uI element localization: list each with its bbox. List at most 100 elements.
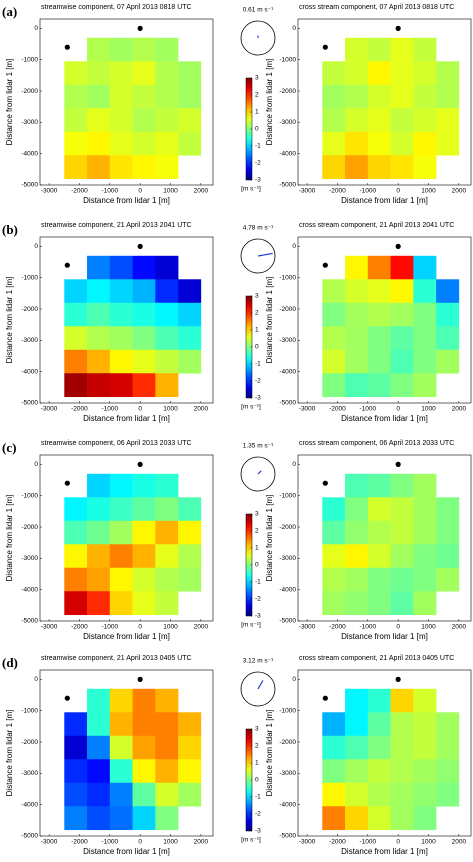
heatmap-cell — [436, 712, 460, 737]
heatmap-cell — [322, 591, 346, 616]
heatmap-cell — [132, 373, 156, 398]
lidar-point — [395, 25, 401, 31]
heatmap-cell — [178, 567, 202, 592]
heatmap-cell — [109, 497, 133, 522]
x-tick-label: -2000 — [71, 188, 88, 195]
x-tick-label: -3000 — [299, 624, 316, 631]
heatmap-cell — [345, 688, 369, 713]
x-tick-label: 1000 — [163, 624, 178, 631]
colorbar-tick-label: -3 — [255, 828, 261, 835]
colorbar-tick-label: 2 — [255, 743, 259, 750]
x-tick-label: -1000 — [101, 406, 118, 413]
y-tick-label: -4000 — [279, 368, 296, 375]
heatmap-cell — [155, 712, 179, 737]
wind-circle — [240, 20, 276, 56]
heatmap-cell — [155, 255, 179, 280]
heatmap-cell — [345, 473, 369, 498]
heatmap-cell — [413, 279, 437, 304]
heatmap-cell — [109, 759, 133, 784]
y-tick-label: -5000 — [21, 618, 38, 625]
y-axis-label: Distance from lidar 1 [m] — [5, 710, 14, 797]
x-axis-label: Distance from lidar 1 [m] — [83, 632, 170, 641]
heatmap-cell — [87, 735, 111, 760]
heatmap-cell — [367, 255, 391, 280]
heatmap-cell — [178, 712, 202, 737]
panel-title: streamwise component, 06 April 2013 2033… — [41, 440, 192, 447]
y-axis-label: Distance from lidar 1 [m] — [5, 495, 14, 582]
heatmap-cell — [155, 302, 179, 327]
y-tick-label: -5000 — [21, 400, 38, 407]
y-tick-label: -1000 — [279, 707, 296, 714]
heatmap-cell — [178, 497, 202, 522]
heatmap-cell — [155, 782, 179, 807]
heatmap-cell — [64, 735, 88, 760]
lidar-point — [64, 262, 70, 268]
y-tick-label: 0 — [34, 243, 38, 250]
heatmap-cell — [322, 712, 346, 737]
wind-speed-label: 4.78 m s⁻¹ — [243, 225, 274, 232]
heatmap-cell — [87, 61, 111, 86]
heatmap-cell — [155, 326, 179, 351]
lidar-point — [64, 480, 70, 486]
heatmap-cell — [322, 735, 346, 760]
heatmap-cell — [345, 567, 369, 592]
heatmap-cell — [64, 567, 88, 592]
y-tick-label: 0 — [292, 461, 296, 468]
y-tick-label: 0 — [292, 243, 296, 250]
panel-label: (d) — [2, 655, 18, 670]
colorbar-tick-label: 0 — [255, 126, 259, 133]
heatmap-cell — [367, 712, 391, 737]
lidar-point — [137, 243, 143, 249]
heatmap-cell — [413, 131, 437, 156]
heatmap-cell — [390, 255, 414, 280]
heatmap-cell — [64, 302, 88, 327]
heatmap-cell — [345, 806, 369, 831]
heatmap-cell — [436, 131, 460, 156]
heatmap-cell — [64, 349, 88, 374]
x-axis-label: Distance from lidar 1 [m] — [341, 632, 428, 641]
heatmap-cell — [178, 84, 202, 109]
x-axis-label: Distance from lidar 1 [m] — [83, 196, 170, 205]
y-tick-label: 0 — [34, 25, 38, 32]
heatmap-cell — [322, 373, 346, 398]
heatmap-cell — [132, 782, 156, 807]
heatmap-cell — [109, 712, 133, 737]
heatmap-cell — [87, 84, 111, 109]
heatmap-cell — [87, 544, 111, 569]
heatmap-cell — [413, 759, 437, 784]
x-tick-label: -3000 — [41, 839, 58, 846]
panel-label: (a) — [2, 4, 17, 19]
heatmap-cell — [345, 108, 369, 133]
heatmap-cell — [132, 520, 156, 545]
heatmap-cell — [155, 279, 179, 304]
heatmap-cell — [178, 279, 202, 304]
heatmap-cell — [87, 37, 111, 62]
wind-speed-label: 0.61 m s⁻¹ — [243, 7, 274, 14]
heatmap-cell — [367, 473, 391, 498]
colorbar-tick-label: -2 — [255, 160, 261, 167]
heatmap-cell — [132, 326, 156, 351]
heatmap-cell — [413, 302, 437, 327]
heatmap-cell — [155, 497, 179, 522]
heatmap-cell — [413, 108, 437, 133]
heatmap-cell — [178, 782, 202, 807]
colorbar-tick-label: 2 — [255, 528, 259, 535]
heatmap-cell — [109, 255, 133, 280]
heatmap-cell — [322, 84, 346, 109]
colorbar-tick-label: 3 — [255, 293, 259, 300]
colorbar-tick-label: -3 — [255, 395, 261, 402]
colorbar-tick-label: 0 — [255, 777, 259, 784]
x-tick-label: 0 — [396, 624, 400, 631]
x-tick-label: -3000 — [299, 839, 316, 846]
axes-frame — [39, 18, 214, 186]
wind-circle — [240, 238, 276, 274]
colorbar-tick-label: -1 — [255, 143, 261, 150]
heatmap-cell — [413, 567, 437, 592]
heatmap-cell — [87, 567, 111, 592]
heatmap-cell — [322, 108, 346, 133]
x-tick-label: -3000 — [41, 188, 58, 195]
colorbar-tick-label: 3 — [255, 75, 259, 82]
heatmap-cell — [87, 373, 111, 398]
x-tick-label: -1000 — [359, 188, 376, 195]
